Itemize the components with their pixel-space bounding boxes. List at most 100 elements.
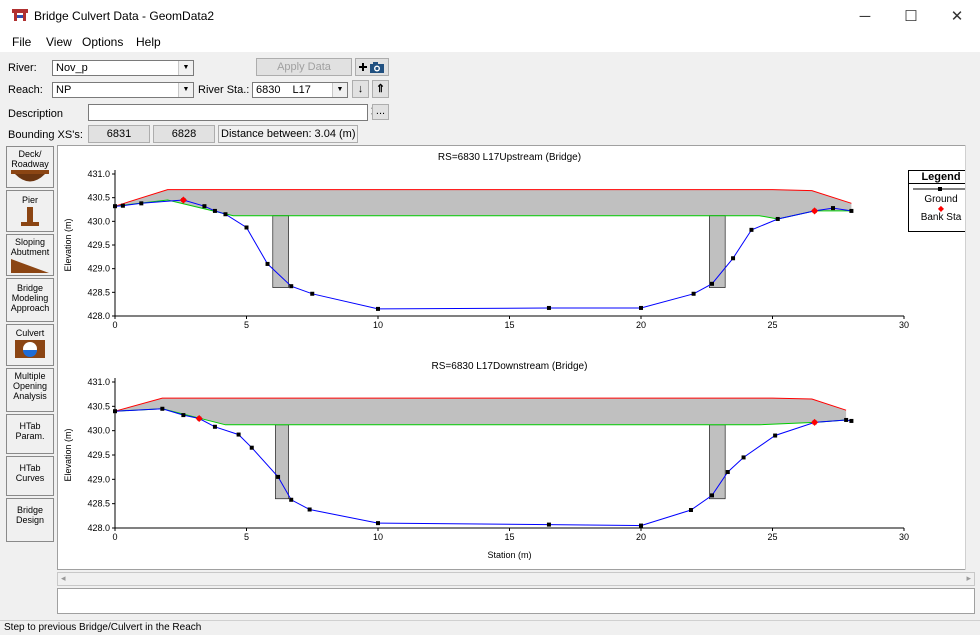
ground-point bbox=[376, 306, 380, 311]
river-select[interactable]: Nov_p ▼ bbox=[52, 60, 194, 76]
multiple-opening-analysis-button[interactable]: Multiple Opening Analysis bbox=[6, 368, 54, 412]
legend-bank-label: Bank Sta bbox=[920, 212, 962, 223]
vertical-scrollbar[interactable] bbox=[965, 145, 976, 570]
ground-point bbox=[276, 474, 281, 479]
downstream-xs-button[interactable]: 6828 bbox=[153, 125, 215, 143]
y-tick-label: 430.0 bbox=[87, 216, 110, 226]
y-tick-label: 428.0 bbox=[87, 523, 110, 533]
culvert-icon bbox=[15, 340, 45, 358]
minimize-button[interactable]: ─ bbox=[859, 7, 871, 25]
reach-select[interactable]: NP ▼ bbox=[52, 82, 194, 98]
title-bar: Bridge Culvert Data - GeomData2 ─ ☐ ✕ bbox=[0, 0, 980, 32]
x-tick-label: 0 bbox=[112, 320, 117, 330]
ground-point bbox=[212, 424, 217, 429]
scroll-right-icon[interactable]: ▸ bbox=[966, 573, 971, 583]
deck-high-chord-line bbox=[114, 397, 847, 412]
ground-point bbox=[120, 203, 125, 208]
bridge-design-button[interactable]: Bridge Design bbox=[6, 498, 54, 542]
legend-title: Legend bbox=[909, 171, 973, 184]
menu-file[interactable]: File bbox=[12, 35, 32, 49]
bank-station-marker bbox=[811, 207, 819, 215]
ground-point bbox=[741, 455, 746, 460]
menu-help[interactable]: Help bbox=[136, 35, 161, 49]
bounding-label: Bounding XS's: bbox=[8, 129, 83, 141]
menu-bar: File View Options Help bbox=[0, 32, 980, 52]
deck-roadway-button[interactable]: Deck/ Roadway bbox=[6, 146, 54, 188]
maximize-button[interactable]: ☐ bbox=[904, 8, 918, 25]
pier bbox=[275, 424, 289, 500]
river-label: River: bbox=[8, 62, 37, 74]
ground-point bbox=[639, 523, 643, 528]
river-sta-select[interactable]: 6830 L17 ▼ bbox=[252, 82, 348, 98]
description-field[interactable] bbox=[88, 104, 368, 121]
ground-point bbox=[546, 522, 551, 527]
bridge-modeling-approach-button[interactable]: Bridge Modeling Approach bbox=[6, 278, 54, 322]
ground-point bbox=[376, 521, 380, 526]
ground-point bbox=[710, 493, 715, 498]
y-tick-label: 429.0 bbox=[87, 264, 110, 274]
ground-point bbox=[236, 432, 241, 437]
x-tick-label: 5 bbox=[244, 320, 249, 330]
ground-point bbox=[249, 445, 254, 450]
ground-point bbox=[830, 206, 835, 211]
abutment-icon bbox=[11, 259, 49, 273]
ground-point bbox=[849, 208, 854, 213]
deck-icon bbox=[11, 170, 49, 182]
htab-curves-button[interactable]: HTab Curves bbox=[6, 456, 54, 496]
menu-view[interactable]: View bbox=[46, 35, 72, 49]
scroll-left-icon[interactable]: ◂ bbox=[61, 573, 66, 583]
message-box bbox=[57, 588, 975, 614]
ground-point bbox=[212, 208, 217, 213]
horizontal-scrollbar[interactable]: ◂ ▸ bbox=[57, 572, 975, 586]
reach-label: Reach: bbox=[8, 84, 43, 96]
ground-point bbox=[223, 212, 228, 217]
apply-data-button[interactable]: Apply Data bbox=[256, 58, 352, 76]
culvert-button[interactable]: Culvert bbox=[6, 324, 54, 366]
ground-point bbox=[710, 281, 715, 286]
bank-station-marker bbox=[195, 414, 203, 423]
description-more-button[interactable]: ... bbox=[372, 104, 389, 120]
ground-point bbox=[265, 261, 270, 266]
ground-point bbox=[639, 305, 643, 310]
upstream-xs-button[interactable]: 6831 bbox=[88, 125, 150, 143]
ground-point bbox=[691, 291, 696, 296]
next-bridge-down-button[interactable]: ↓ bbox=[352, 80, 369, 98]
y-axis-label: Elevation (m) bbox=[63, 218, 73, 271]
y-tick-label: 429.0 bbox=[87, 474, 110, 484]
htab-param-button[interactable]: HTab Param. bbox=[6, 414, 54, 454]
cross-section-charts: RS=6830 L17Upstream (Bridge) 428.0 428.5 42… bbox=[63, 152, 909, 560]
ground-point bbox=[139, 201, 144, 206]
x-tick-label: 10 bbox=[373, 320, 383, 330]
ground-point bbox=[244, 225, 249, 230]
previous-bridge-up-button[interactable]: ⇑ bbox=[372, 80, 389, 98]
distance-between: Distance between: 3.04 (m) bbox=[218, 125, 358, 143]
x-tick-label: 15 bbox=[504, 532, 514, 542]
ground-line bbox=[114, 199, 852, 310]
menu-options[interactable]: Options bbox=[82, 35, 124, 49]
ground-point bbox=[775, 216, 780, 221]
ground-point bbox=[160, 406, 165, 411]
ground-line bbox=[114, 408, 852, 527]
chart-title: RS=6830 L17Downstream (Bridge) bbox=[432, 361, 588, 372]
y-tick-label: 430.5 bbox=[87, 193, 110, 203]
add-picture-button[interactable] bbox=[355, 58, 389, 76]
legend-bank-symbol: ◆ bbox=[937, 204, 945, 213]
chevron-down-icon: ▼ bbox=[178, 61, 193, 75]
y-tick-label: 428.5 bbox=[87, 287, 110, 297]
ground-point bbox=[310, 291, 315, 296]
y-tick-label: 431.0 bbox=[87, 169, 110, 179]
y-tick-label: 428.0 bbox=[87, 311, 110, 321]
chevron-down-icon: ▼ bbox=[332, 83, 347, 97]
x-tick-label: 25 bbox=[767, 320, 777, 330]
x-axis-label: Station (m) bbox=[487, 550, 531, 560]
sloping-abutment-button[interactable]: Sloping Abutment bbox=[6, 234, 54, 276]
plus-camera-icon bbox=[359, 62, 384, 73]
ground-point bbox=[844, 417, 849, 422]
x-tick-label: 25 bbox=[767, 532, 777, 542]
deck-high-chord-line bbox=[114, 189, 852, 207]
app-icon bbox=[12, 9, 28, 21]
deck-fill bbox=[115, 398, 847, 425]
close-button[interactable]: ✕ bbox=[950, 8, 964, 25]
pier-button[interactable]: Pier bbox=[6, 190, 54, 232]
ground-point bbox=[749, 227, 754, 232]
